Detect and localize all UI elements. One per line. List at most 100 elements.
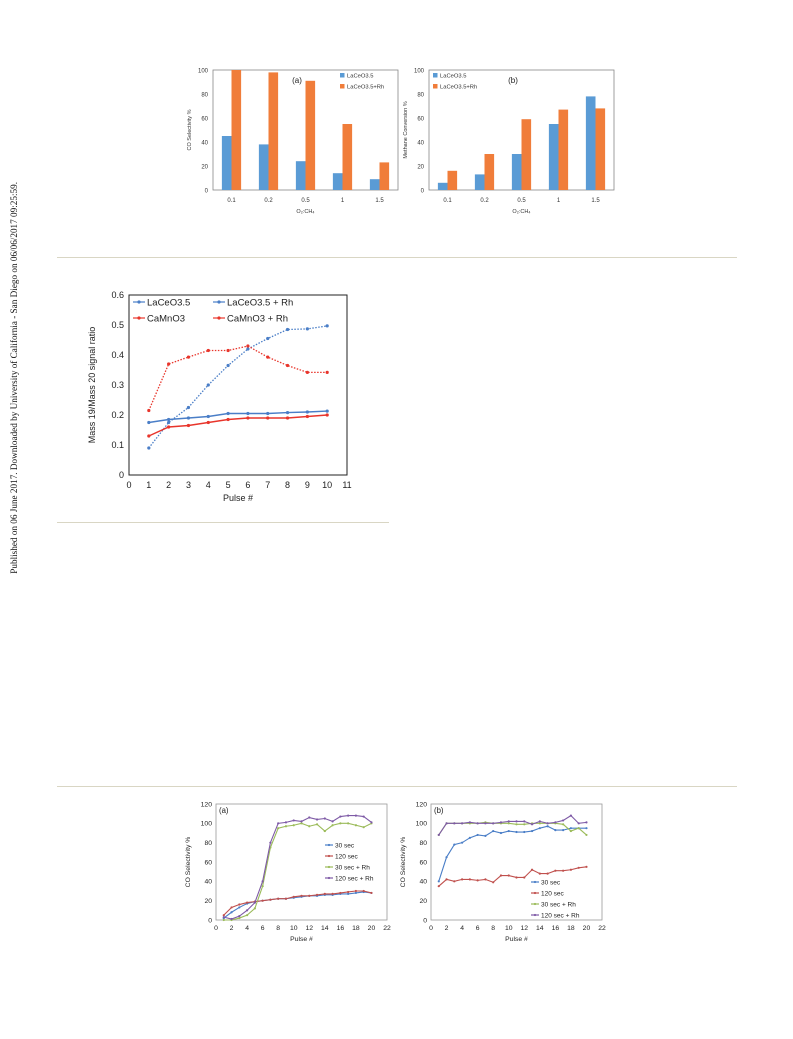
x-tick-label: 7 (265, 480, 270, 490)
y-tick-label: 120 (201, 801, 213, 808)
data-point (562, 819, 565, 822)
y-tick-label: 60 (419, 859, 427, 866)
x-tick-label: 10 (322, 480, 332, 490)
bar (511, 154, 522, 190)
data-point (245, 914, 249, 917)
y-tick-label: 80 (417, 93, 424, 99)
data-point (292, 824, 295, 827)
series-line (438, 866, 587, 887)
data-point (300, 894, 303, 897)
plot-frame (215, 803, 388, 921)
data-point (226, 363, 230, 368)
bar (332, 173, 343, 190)
data-point (354, 889, 358, 893)
data-point (325, 409, 329, 413)
series-line-dotted (148, 348, 249, 449)
data-point (530, 868, 534, 871)
series-line (438, 821, 587, 836)
y-tick-label: 100 (201, 821, 213, 828)
data-point (167, 420, 171, 425)
data-point (585, 833, 588, 837)
data-point (362, 815, 365, 818)
data-point (266, 355, 270, 359)
data-point (460, 841, 464, 844)
legend-swatch (433, 84, 438, 89)
bar (268, 72, 279, 190)
data-point (492, 829, 495, 833)
data-point (523, 823, 526, 826)
data-point (370, 891, 373, 895)
series-line (223, 890, 372, 916)
x-tick-label: 6 (476, 925, 480, 932)
x-tick-label: 16 (552, 925, 560, 932)
data-point (325, 370, 329, 374)
data-point (206, 414, 210, 419)
y-tick-label: 100 (198, 69, 209, 75)
x-tick-label: 2 (230, 925, 234, 932)
series-line (247, 345, 328, 374)
y-tick-label: 40 (204, 879, 212, 886)
y-tick-label: 100 (414, 69, 425, 75)
data-point (147, 420, 151, 425)
data-point (347, 890, 350, 894)
y-tick-label: 0.4 (111, 350, 124, 360)
y-tick-label: 0.6 (111, 290, 124, 300)
data-point (325, 413, 329, 417)
x-tick-label: 4 (460, 925, 464, 932)
data-point (523, 876, 526, 879)
data-point (546, 825, 549, 828)
x-tick-label: 1 (557, 198, 561, 204)
data-point (147, 408, 151, 413)
data-point (347, 814, 350, 817)
legend-label: 30 sec + Rh (541, 901, 576, 908)
chart-methane-conversion-bar: 0 20 40 60 80 100 0.1 0.2 0.5 1 1.5 O₂:CH₄ Methane C… (403, 69, 615, 215)
bar (221, 136, 232, 190)
y-tick-label: 0.3 (111, 380, 124, 390)
data-point (147, 434, 151, 438)
data-point (246, 344, 250, 348)
data-point (222, 918, 225, 922)
series-line (438, 825, 587, 882)
data-point (445, 878, 448, 881)
data-point (261, 880, 264, 883)
y-tick-label: 60 (417, 117, 424, 123)
y-tick-label: 0 (205, 189, 209, 195)
data-point (222, 914, 225, 917)
data-point (305, 370, 309, 374)
data-point (339, 815, 342, 818)
data-point (562, 869, 565, 872)
section-divider (57, 257, 737, 258)
panel-label: (b) (508, 76, 518, 85)
data-point (261, 885, 264, 888)
data-point (499, 831, 503, 835)
data-point (305, 327, 309, 331)
x-tick-label: 14 (536, 925, 544, 932)
x-axis-label: Pulse # (223, 493, 253, 503)
series-line (223, 815, 372, 920)
data-point (546, 822, 549, 825)
bar (379, 162, 390, 190)
data-point (492, 822, 495, 825)
data-point (245, 909, 249, 912)
data-point (362, 889, 365, 893)
series-line (438, 814, 587, 836)
chart-co-selectivity-pulse-b: 0 20 40 60 80 100 120 0 2 4 6 8 10 12 14 16 18 20 22 Pulse … (400, 801, 606, 942)
x-tick-label: 0.2 (480, 198, 489, 204)
x-tick-label: 2 (445, 925, 449, 932)
data-point (354, 814, 358, 817)
data-point (277, 827, 280, 830)
x-tick-label: 8 (491, 925, 495, 932)
data-point (246, 416, 250, 420)
data-point (484, 878, 487, 881)
y-tick-label: 0 (421, 189, 425, 195)
data-point (468, 821, 471, 824)
data-point (460, 822, 464, 825)
data-point (186, 423, 191, 428)
data-point (266, 416, 270, 420)
bar (258, 144, 269, 190)
data-point (476, 822, 479, 825)
plot-frame (430, 803, 603, 921)
data-point (515, 830, 518, 834)
data-point (206, 348, 210, 353)
x-axis-label: Pulse # (290, 936, 313, 943)
